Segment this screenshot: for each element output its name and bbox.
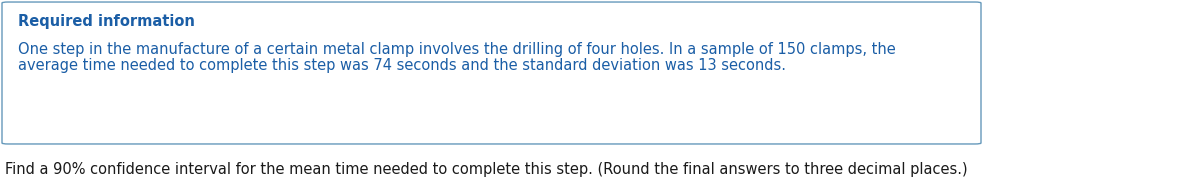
FancyBboxPatch shape — [2, 2, 982, 144]
Text: average time needed to complete this step was 74 seconds and the standard deviat: average time needed to complete this ste… — [18, 58, 786, 73]
Text: Find a 90% confidence interval for the mean time needed to complete this step. (: Find a 90% confidence interval for the m… — [5, 162, 967, 177]
Text: Required information: Required information — [18, 14, 194, 29]
Text: One step in the manufacture of a certain metal clamp involves the drilling of fo: One step in the manufacture of a certain… — [18, 42, 895, 57]
